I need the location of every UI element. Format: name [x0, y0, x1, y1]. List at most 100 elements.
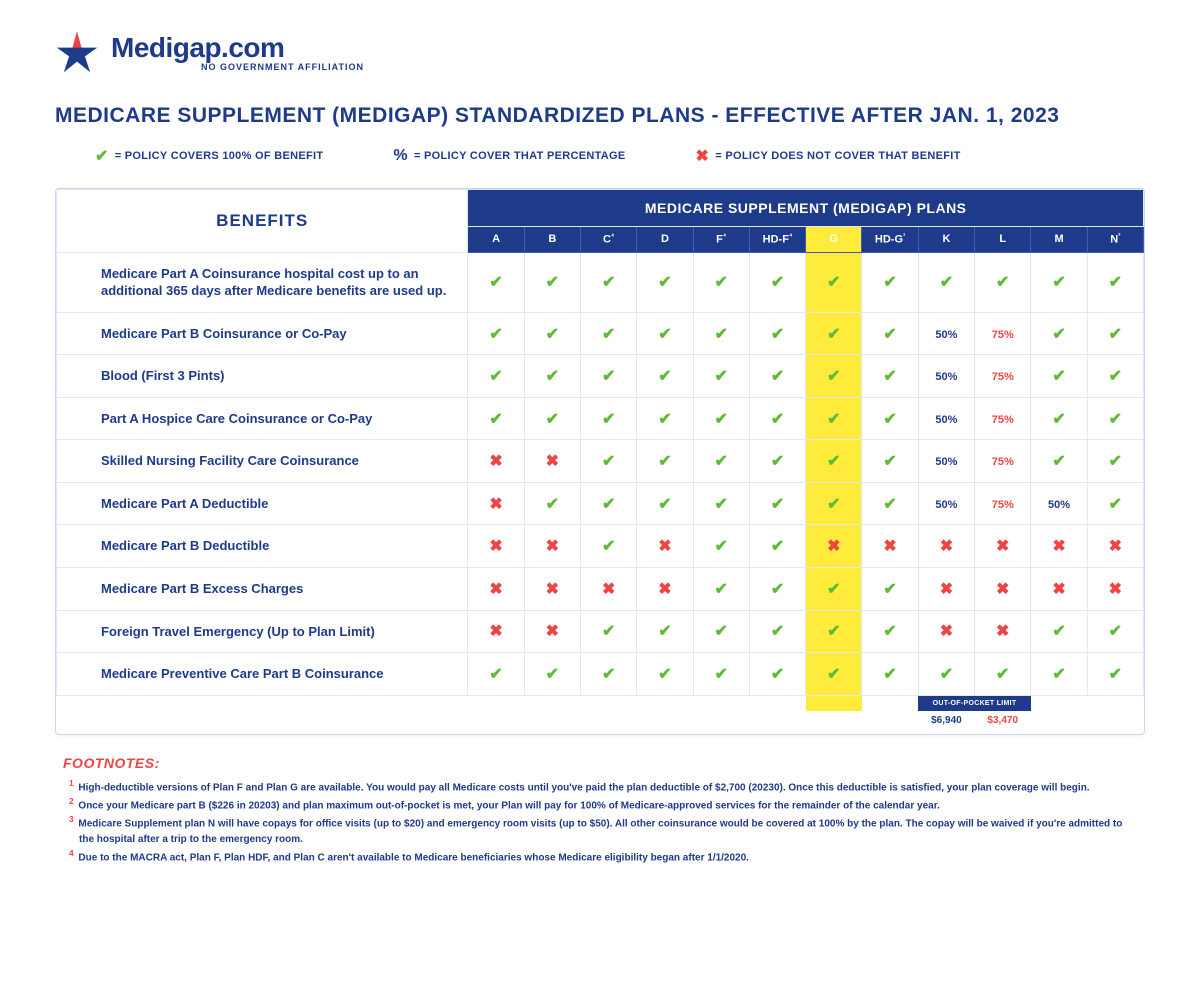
benefit-value: 75%	[975, 397, 1031, 440]
benefit-value: ✔	[693, 355, 749, 398]
benefit-value: ✔	[1031, 355, 1087, 398]
plan-column-header: HD-G¹	[862, 227, 918, 253]
benefit-value: ✔	[693, 568, 749, 611]
benefit-value: ✔	[581, 252, 637, 312]
benefit-value: ✔	[806, 568, 862, 611]
benefit-value: ✔	[749, 312, 805, 355]
benefit-value: ✔	[1031, 252, 1087, 312]
plans-table: BENEFITS MEDICARE SUPPLEMENT (MEDIGAP) P…	[55, 188, 1145, 735]
benefit-value: ✔	[637, 312, 693, 355]
benefit-value: 75%	[975, 355, 1031, 398]
benefit-label: Medicare Part A Coinsurance hospital cos…	[57, 252, 468, 312]
benefit-value: ✖	[468, 440, 524, 483]
benefit-value: ✔	[693, 312, 749, 355]
benefit-label: Medicare Part B Deductible	[57, 525, 468, 568]
benefits-header: BENEFITS	[57, 190, 468, 253]
benefit-value: ✖	[975, 568, 1031, 611]
benefit-value: ✖	[918, 610, 974, 653]
benefit-value: 50%	[1031, 482, 1087, 525]
legend-percentage: = POLICY COVER THAT PERCENTAGE	[414, 150, 626, 162]
benefit-label: Foreign Travel Emergency (Up to Plan Lim…	[57, 610, 468, 653]
legend: ✔ = POLICY COVERS 100% OF BENEFIT % = PO…	[55, 146, 1145, 166]
benefit-value: ✔	[637, 440, 693, 483]
plan-column-header: C⁴	[581, 227, 637, 253]
benefit-label: Skilled Nursing Facility Care Coinsuranc…	[57, 440, 468, 483]
plan-column-header: D	[637, 227, 693, 253]
benefit-value: ✖	[524, 440, 580, 483]
benefit-value: ✖	[468, 610, 524, 653]
plan-column-header: L	[975, 227, 1031, 253]
oop-l: $3,470	[975, 711, 1031, 734]
benefit-value: ✔	[468, 397, 524, 440]
benefit-value: ✖	[637, 525, 693, 568]
benefit-value: ✔	[749, 568, 805, 611]
benefit-value: ✔	[862, 482, 918, 525]
benefit-value: ✔	[749, 482, 805, 525]
benefit-value: ✔	[862, 397, 918, 440]
benefit-value: ✔	[862, 312, 918, 355]
benefit-value: ✔	[806, 653, 862, 696]
footnote-line: 2 Once your Medicare part B ($226 in 202…	[63, 795, 1137, 813]
footnote-line: 4 Due to the MACRA act, Plan F, Plan HDF…	[63, 847, 1137, 865]
legend-notcover: = POLICY DOES NOT COVER THAT BENEFIT	[715, 150, 960, 162]
benefit-value: 50%	[918, 397, 974, 440]
brand-tagline: NO GOVERNMENT AFFILIATION	[201, 62, 364, 72]
plan-column-header: G	[806, 227, 862, 253]
benefit-value: ✔	[637, 653, 693, 696]
benefit-value: ✔	[749, 610, 805, 653]
logo: Medigap.com NO GOVERNMENT AFFILIATION	[55, 30, 1145, 74]
benefit-value: ✔	[1031, 653, 1087, 696]
benefit-value: ✔	[524, 482, 580, 525]
benefit-value: ✔	[524, 252, 580, 312]
benefit-value: 50%	[918, 440, 974, 483]
plan-column-header: HD-F⁴	[749, 227, 805, 253]
benefit-value: ✔	[1087, 312, 1143, 355]
benefit-value: ✔	[693, 653, 749, 696]
benefit-value: ✔	[918, 252, 974, 312]
benefit-value: ✔	[749, 653, 805, 696]
benefit-label: Medicare Part B Coinsurance or Co-Pay	[57, 312, 468, 355]
brand-name: Medigap.com	[111, 32, 364, 64]
benefit-label: Blood (First 3 Pints)	[57, 355, 468, 398]
benefit-value: ✔	[468, 355, 524, 398]
benefit-value: ✔	[1087, 440, 1143, 483]
benefit-value: ✔	[1087, 482, 1143, 525]
benefit-value: ✖	[1087, 568, 1143, 611]
benefit-value: ✔	[1087, 252, 1143, 312]
x-icon: ✖	[696, 146, 710, 166]
benefit-value: ✖	[524, 610, 580, 653]
check-icon: ✔	[95, 146, 109, 166]
benefit-value: ✔	[693, 610, 749, 653]
benefit-value: ✔	[806, 312, 862, 355]
benefit-value: 75%	[975, 312, 1031, 355]
footnote-line: 1 High-deductible versions of Plan F and…	[63, 777, 1137, 795]
footnotes-title: FOOTNOTES:	[63, 755, 1137, 771]
benefit-value: ✖	[1031, 568, 1087, 611]
benefit-value: ✖	[468, 482, 524, 525]
benefit-value: ✔	[806, 482, 862, 525]
benefit-value: ✔	[806, 440, 862, 483]
oop-label: OUT-OF-POCKET LIMIT	[918, 695, 1031, 711]
benefit-label: Medicare Part A Deductible	[57, 482, 468, 525]
benefit-value: ✔	[581, 397, 637, 440]
benefit-value: ✔	[693, 252, 749, 312]
benefit-value: ✔	[806, 252, 862, 312]
plan-column-header: M	[1031, 227, 1087, 253]
plans-header: MEDICARE SUPPLEMENT (MEDIGAP) PLANS	[468, 190, 1144, 227]
benefit-value: ✔	[637, 610, 693, 653]
benefit-value: ✔	[862, 355, 918, 398]
benefit-value: ✖	[581, 568, 637, 611]
benefit-value: ✔	[1087, 653, 1143, 696]
benefit-value: ✔	[975, 653, 1031, 696]
benefit-value: ✔	[581, 312, 637, 355]
benefit-value: ✔	[693, 482, 749, 525]
benefit-value: ✔	[468, 312, 524, 355]
benefit-value: ✔	[1087, 355, 1143, 398]
benefit-value: ✔	[581, 610, 637, 653]
benefit-value: ✔	[468, 252, 524, 312]
benefit-label: Part A Hospice Care Coinsurance or Co-Pa…	[57, 397, 468, 440]
star-icon	[55, 30, 99, 74]
benefit-value: ✔	[581, 482, 637, 525]
benefit-value: ✖	[975, 525, 1031, 568]
benefit-value: ✖	[918, 525, 974, 568]
